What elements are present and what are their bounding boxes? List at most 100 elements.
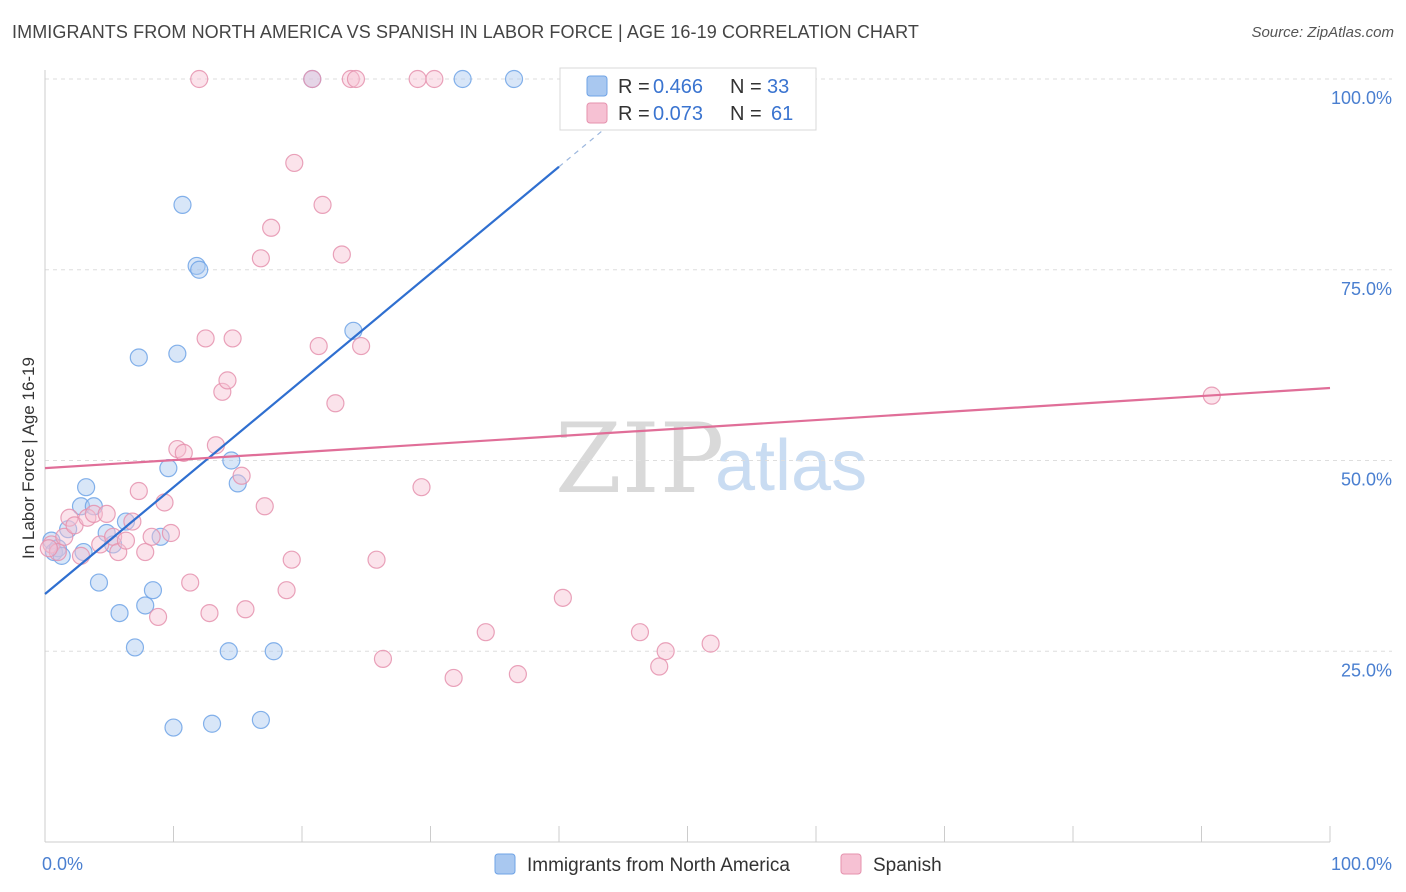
point-north-america-30 — [264, 642, 283, 661]
point-north-america-26 — [219, 642, 238, 661]
point-spanish-52 — [476, 623, 495, 642]
point-spanish-17 — [148, 607, 168, 627]
point-north-america-25 — [202, 714, 222, 733]
point-spanish-60 — [39, 539, 58, 558]
point-spanish-42 — [332, 245, 351, 264]
point-spanish-16 — [142, 527, 161, 546]
trend-line-north-america — [44, 165, 560, 595]
watermark: ZIP atlas — [555, 403, 867, 515]
point-north-america-6 — [77, 478, 96, 497]
x-tick-label-100: 100.0% — [1331, 854, 1392, 874]
point-north-america-15 — [129, 348, 148, 367]
point-spanish-43 — [341, 69, 360, 89]
point-spanish-22 — [181, 573, 200, 592]
point-spanish-51 — [444, 668, 463, 688]
point-north-america-14 — [125, 638, 145, 657]
trend-lines — [44, 102, 1331, 595]
point-spanish-19 — [161, 523, 181, 543]
legend-label-north-america: Immigrants from North America — [527, 855, 790, 876]
point-spanish-7 — [84, 504, 103, 524]
point-spanish-58 — [701, 634, 720, 653]
y-axis-label: In Labor Force | Age 16-19 — [19, 357, 38, 559]
point-spanish-37 — [285, 153, 304, 173]
point-north-america-16 — [136, 596, 155, 615]
point-spanish-45 — [352, 336, 371, 356]
point-spanish-35 — [277, 581, 296, 600]
point-north-america-13 — [116, 512, 136, 531]
point-spanish-38 — [303, 69, 322, 89]
r-label-1: R = — [618, 76, 650, 98]
point-spanish-47 — [373, 649, 393, 668]
point-north-america-33 — [504, 69, 524, 89]
series-legend: Immigrants from North America Spanish — [494, 853, 942, 876]
point-spanish-2 — [55, 527, 74, 546]
x-tick-label-0: 0.0% — [42, 854, 83, 874]
watermark-atlas: atlas — [715, 426, 867, 506]
point-spanish-57 — [656, 642, 675, 661]
trend-line-spanish — [44, 386, 1331, 470]
n-value-spanish: 61 — [771, 103, 793, 125]
point-north-america-24 — [190, 260, 209, 279]
points — [39, 69, 1221, 737]
point-spanish-34 — [262, 218, 281, 237]
n-label-1: N = — [730, 76, 762, 98]
point-north-america-22 — [173, 195, 192, 214]
point-north-america-12 — [110, 603, 129, 623]
point-north-america-27 — [222, 451, 241, 470]
point-north-america-29 — [251, 710, 270, 730]
point-north-america-20 — [164, 718, 183, 737]
watermark-zip: ZIP — [555, 403, 724, 515]
point-spanish-28 — [218, 371, 237, 390]
grid — [45, 78, 1392, 652]
point-spanish-21 — [174, 443, 193, 462]
point-spanish-24 — [196, 329, 215, 348]
point-spanish-32 — [251, 249, 270, 268]
point-spanish-25 — [200, 603, 219, 623]
point-north-america-17 — [143, 581, 163, 600]
legend-label-spanish: Spanish — [873, 855, 942, 876]
point-spanish-30 — [232, 466, 251, 485]
tick-labels: 25.0% 50.0% 75.0% 100.0% 0.0% 100.0% — [42, 88, 1392, 874]
point-spanish-33 — [255, 497, 274, 516]
point-north-america-21 — [168, 344, 187, 363]
legend-swatch-spanish — [840, 853, 862, 875]
point-spanish-53 — [508, 665, 527, 684]
point-spanish-46 — [367, 550, 386, 569]
point-spanish-15 — [136, 542, 155, 562]
stats-legend: R = 0.466 N = 33 R = 0.073 N = 61 — [559, 67, 817, 131]
point-spanish-23 — [190, 69, 209, 89]
point-spanish-56 — [650, 657, 669, 676]
point-spanish-9 — [97, 504, 116, 524]
y-tick-label-25: 25.0% — [1341, 660, 1392, 680]
point-spanish-27 — [213, 382, 232, 401]
r-label-2: R = — [618, 103, 650, 125]
point-spanish-36 — [282, 550, 301, 569]
point-north-america-19 — [159, 459, 178, 478]
n-value-north-america: 33 — [767, 76, 789, 98]
point-spanish-54 — [553, 588, 572, 607]
point-spanish-39 — [309, 336, 328, 356]
r-value-north-america: 0.466 — [653, 76, 703, 98]
point-north-america-9 — [89, 573, 109, 592]
point-spanish-41 — [326, 394, 345, 413]
axes — [44, 70, 1331, 843]
legend-swatch-north-america — [494, 853, 516, 875]
point-spanish-31 — [236, 600, 255, 619]
y-tick-label-75: 75.0% — [1341, 279, 1392, 299]
point-spanish-29 — [223, 329, 242, 348]
point-spanish-55 — [630, 623, 650, 642]
point-spanish-5 — [71, 546, 91, 565]
point-spanish-18 — [155, 493, 174, 512]
point-spanish-44 — [346, 69, 366, 89]
y-tick-label-100: 100.0% — [1331, 88, 1392, 108]
point-spanish-48 — [408, 69, 427, 89]
point-spanish-40 — [313, 195, 332, 214]
chart-title: IMMIGRANTS FROM NORTH AMERICA VS SPANISH… — [12, 22, 919, 42]
point-spanish-1 — [48, 542, 67, 562]
point-spanish-14 — [129, 481, 148, 501]
stats-swatch-spanish — [586, 102, 608, 124]
point-spanish-12 — [116, 531, 136, 550]
n-label-2: N = — [730, 103, 762, 125]
stats-swatch-north-america — [586, 75, 608, 97]
